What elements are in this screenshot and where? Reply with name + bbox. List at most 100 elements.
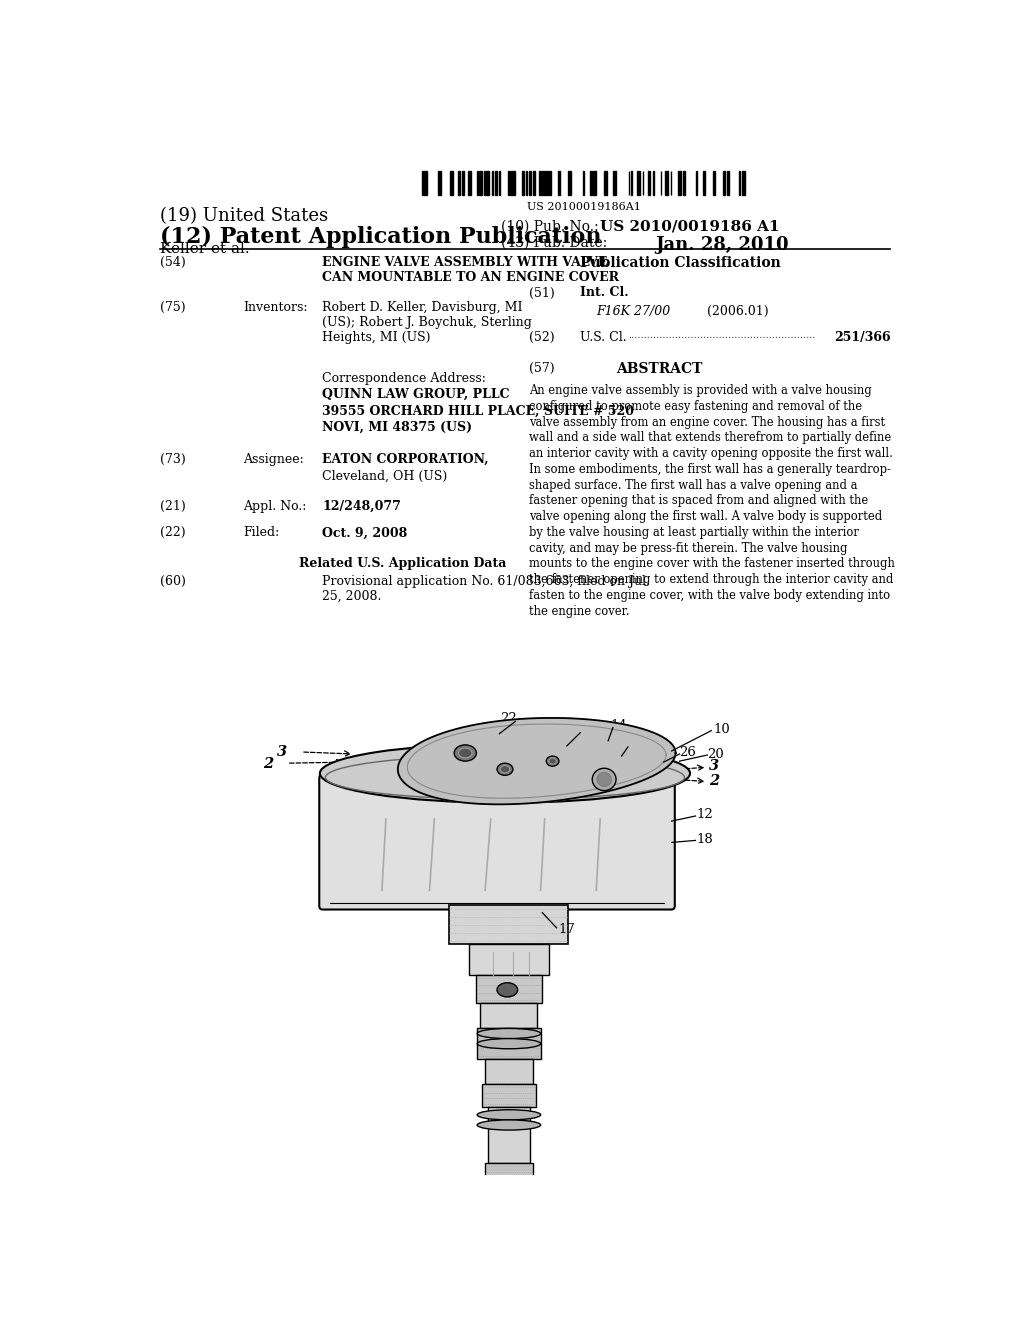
- Bar: [543, 170, 545, 195]
- Bar: [451, 170, 453, 195]
- Text: Int. Cl.: Int. Cl.: [581, 286, 629, 300]
- Bar: [479, 170, 482, 195]
- Ellipse shape: [497, 982, 518, 997]
- Ellipse shape: [477, 1039, 541, 1049]
- Text: F16K 27/00: F16K 27/00: [596, 305, 671, 318]
- Text: 22: 22: [500, 711, 516, 725]
- Text: Assignee:: Assignee:: [243, 453, 304, 466]
- Bar: [462, 170, 464, 195]
- Text: EATON CORPORATION,: EATON CORPORATION,: [323, 453, 489, 466]
- Text: 14: 14: [610, 719, 628, 733]
- Text: (52): (52): [528, 331, 554, 345]
- Bar: [512, 170, 515, 195]
- Bar: [696, 170, 697, 195]
- Ellipse shape: [477, 1028, 541, 1039]
- Bar: [450, 906, 568, 944]
- Text: wall and a side wall that extends therefrom to partially define: wall and a side wall that extends theref…: [528, 432, 891, 445]
- Bar: [485, 1059, 532, 1084]
- Text: by the valve housing at least partially within the interior: by the valve housing at least partially …: [528, 525, 859, 539]
- Bar: [480, 1003, 538, 1028]
- Text: 17: 17: [558, 924, 575, 936]
- Bar: [666, 170, 669, 195]
- Text: 2: 2: [263, 758, 273, 771]
- Bar: [727, 170, 729, 195]
- Bar: [593, 170, 596, 195]
- Text: In some embodiments, the first wall has a generally teardrop-: In some embodiments, the first wall has …: [528, 463, 891, 475]
- Text: Inventors:: Inventors:: [243, 301, 307, 314]
- Text: shaped surface. The first wall has a valve opening and a: shaped surface. The first wall has a val…: [528, 479, 857, 491]
- Text: fasten to the engine cover, with the valve body extending into: fasten to the engine cover, with the val…: [528, 589, 890, 602]
- Text: 26: 26: [679, 747, 695, 759]
- Text: (54): (54): [160, 256, 185, 269]
- Ellipse shape: [477, 1110, 541, 1119]
- Text: US 20100019186A1: US 20100019186A1: [527, 202, 641, 213]
- Bar: [713, 170, 716, 195]
- Text: ............................................................: ........................................…: [628, 331, 815, 341]
- Text: (21): (21): [160, 500, 185, 513]
- Text: valve opening along the first wall. A valve body is supported: valve opening along the first wall. A va…: [528, 510, 882, 523]
- Bar: [648, 170, 649, 195]
- Text: 41: 41: [627, 738, 643, 751]
- Text: ENGINE VALVE ASSEMBLY WITH VALVE
CAN MOUNTABLE TO AN ENGINE COVER: ENGINE VALVE ASSEMBLY WITH VALVE CAN MOU…: [323, 256, 620, 284]
- Ellipse shape: [549, 758, 556, 764]
- Bar: [437, 170, 440, 195]
- Text: Provisional application No. 61/083,663, filed on Jul.
25, 2008.: Provisional application No. 61/083,663, …: [323, 576, 650, 603]
- Text: (43) Pub. Date:: (43) Pub. Date:: [501, 236, 607, 249]
- Text: 39555 ORCHARD HILL PLACE, SUITE # 520: 39555 ORCHARD HILL PLACE, SUITE # 520: [323, 404, 635, 417]
- Text: Jan. 28, 2010: Jan. 28, 2010: [655, 236, 790, 253]
- Text: 12/248,077: 12/248,077: [323, 500, 401, 513]
- Ellipse shape: [500, 766, 510, 774]
- Bar: [495, 170, 498, 195]
- Text: cavity, and may be press-fit therein. The valve housing: cavity, and may be press-fit therein. Th…: [528, 541, 847, 554]
- Text: 3: 3: [709, 759, 719, 774]
- Text: (51): (51): [528, 286, 555, 300]
- Text: (73): (73): [160, 453, 185, 466]
- Bar: [492, 1177, 526, 1224]
- Text: 10: 10: [714, 723, 730, 737]
- Bar: [525, 170, 527, 195]
- Bar: [424, 170, 427, 195]
- Text: 12: 12: [696, 808, 713, 821]
- Bar: [583, 170, 585, 195]
- Text: US 2010/0019186 A1: US 2010/0019186 A1: [600, 219, 780, 234]
- Text: ABSTRACT: ABSTRACT: [616, 362, 702, 376]
- Text: configured to promote easy fastening and removal of the: configured to promote easy fastening and…: [528, 400, 862, 413]
- Text: (19) United States: (19) United States: [160, 207, 328, 226]
- Text: the engine cover.: the engine cover.: [528, 605, 630, 618]
- Bar: [547, 170, 549, 195]
- Text: 2: 2: [709, 775, 719, 788]
- Ellipse shape: [546, 756, 559, 766]
- Text: 18: 18: [696, 833, 713, 846]
- Text: Filed:: Filed:: [243, 527, 280, 540]
- Bar: [613, 170, 616, 195]
- Text: An engine valve assembly is provided with a valve housing: An engine valve assembly is provided wit…: [528, 384, 871, 397]
- Text: valve assembly from an engine cover. The housing has a first: valve assembly from an engine cover. The…: [528, 416, 885, 429]
- Bar: [468, 170, 471, 195]
- Bar: [475, 974, 543, 1003]
- Text: 20: 20: [708, 747, 724, 760]
- Text: (75): (75): [160, 301, 185, 314]
- Bar: [486, 170, 489, 195]
- Ellipse shape: [477, 1119, 541, 1130]
- Ellipse shape: [497, 763, 513, 775]
- Text: (22): (22): [160, 527, 185, 540]
- Text: Publication Classification: Publication Classification: [581, 256, 781, 271]
- Bar: [477, 1028, 541, 1059]
- Bar: [482, 1084, 536, 1106]
- Bar: [558, 170, 560, 195]
- Bar: [459, 170, 460, 195]
- Text: 251/366: 251/366: [835, 331, 891, 345]
- Text: an interior cavity with a cavity opening opposite the first wall.: an interior cavity with a cavity opening…: [528, 447, 893, 461]
- Text: (57): (57): [528, 362, 554, 375]
- Bar: [738, 170, 740, 195]
- Text: NOVI, MI 48375 (US): NOVI, MI 48375 (US): [323, 421, 472, 434]
- Bar: [492, 170, 494, 195]
- Text: Correspondence Address:: Correspondence Address:: [323, 372, 486, 385]
- Text: 16: 16: [578, 725, 595, 737]
- Text: Appl. No.:: Appl. No.:: [243, 500, 306, 513]
- Ellipse shape: [597, 772, 611, 787]
- Bar: [678, 170, 681, 195]
- Bar: [469, 944, 549, 974]
- Polygon shape: [398, 718, 676, 804]
- FancyBboxPatch shape: [319, 775, 675, 909]
